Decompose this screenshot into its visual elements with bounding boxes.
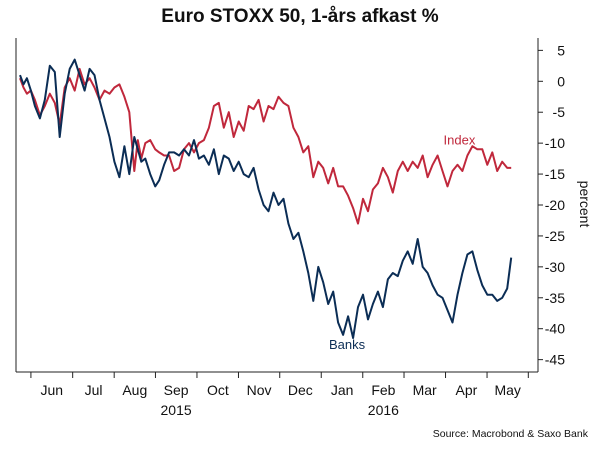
series-layer: [19, 58, 513, 339]
axes: [15, 38, 543, 378]
x-tick-label: Jul: [85, 382, 103, 398]
y-tick-label: -30: [545, 259, 565, 275]
label-layer: 5 0 -5 -10 -15 -20 -25 -30 -35 -40 -45 Jun Jul Aug Sep…: [41, 42, 566, 418]
x-tick-label: Aug: [122, 382, 147, 398]
x-tick-label: Apr: [456, 382, 478, 398]
year-label: 2015: [161, 402, 192, 418]
x-tick-label: Jan: [331, 382, 354, 398]
series-label-banks: Banks: [329, 337, 366, 352]
y-tick-label: 5: [557, 42, 565, 58]
y-tick-label: 0: [557, 73, 565, 89]
series-line-banks: [19, 58, 513, 339]
y-tick-label: -20: [545, 197, 565, 213]
y-tick-label: -40: [545, 321, 565, 337]
chart-title: Euro STOXX 50, 1-års afkast %: [161, 6, 439, 27]
x-tick-label: Nov: [247, 382, 272, 398]
y-tick-label: -35: [545, 290, 565, 306]
y-axis-label: percent: [577, 181, 593, 228]
y-tick-label: -25: [545, 228, 565, 244]
source-note: Source: Macrobond & Saxo Bank: [432, 428, 588, 440]
x-tick-label: Feb: [371, 382, 395, 398]
series-label-index: Index: [444, 132, 476, 147]
x-tick-label: Jun: [41, 382, 64, 398]
y-tick-label: -45: [545, 352, 565, 368]
x-tick-label: May: [494, 382, 520, 398]
year-label: 2016: [368, 402, 399, 418]
x-tick-label: Dec: [288, 382, 313, 398]
y-tick-label: -15: [545, 166, 565, 182]
y-tick-label: -5: [553, 104, 566, 120]
x-tick-label: Oct: [207, 382, 229, 398]
x-tick-label: Sep: [164, 382, 189, 398]
y-tick-label: -10: [545, 135, 565, 151]
series-line-index: [19, 67, 512, 225]
x-tick-label: Mar: [413, 382, 437, 398]
